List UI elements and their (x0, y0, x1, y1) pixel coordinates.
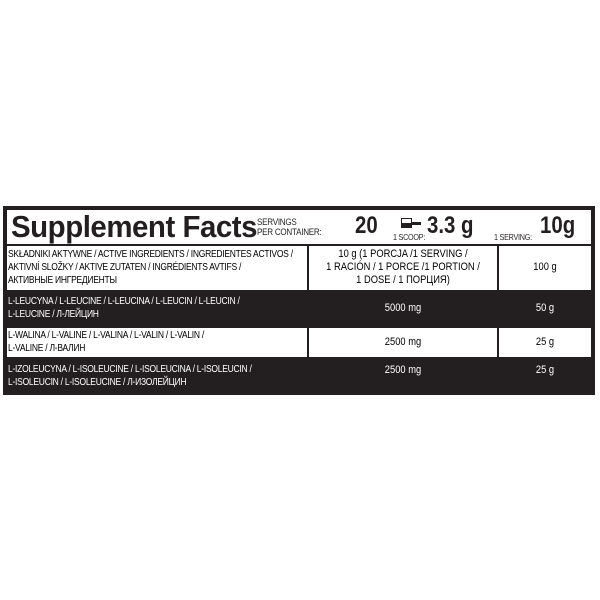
per-serving-value: 2500 mg (384, 364, 422, 376)
ingredient-name: L-IZOLEUCYNA / L-ISOLEUCINE / L-ISOLEUCI… (8, 364, 252, 375)
per-100g-header-text: 100 g (533, 261, 557, 273)
per-serving-header: 10 g (1 PORCJA /1 SERVING / 1 RACIÓN / 1… (309, 246, 497, 290)
per-serving-cell: 2500 mg (309, 328, 497, 357)
servings-label: SERVINGS (257, 217, 297, 228)
per-serving-value: 2500 mg (384, 336, 422, 348)
per-100g-value: 50 g (535, 302, 555, 314)
per-serving-header-line: 1 DOSE / 1 ПОРЦИЯ) (356, 274, 450, 286)
table-title: Supplement Facts (11, 209, 258, 244)
supplement-facts-table: Supplement Facts SERVINGS PER CONTAINER:… (3, 206, 595, 395)
serving-value: 10g (540, 212, 576, 239)
servings-label-2: PER CONTAINER: (257, 227, 322, 238)
ingredients-header-line: AKTIVNÍ SLOŽKY / AKTIVE ZUTATEN / INGRÉD… (8, 262, 242, 273)
ingredient-name: L-LEUCYNA / L-LEUCINE / L-LEUCINA / L-LE… (8, 296, 240, 307)
per-serving-header-line: 10 g (1 PORCJA /1 SERVING / (338, 248, 468, 260)
ingredient-name: L-VALINE / Л-ВАЛИН (8, 343, 86, 354)
scoop-label: 1 SCOOP: (393, 232, 426, 242)
scoop-value: 3.3 g (427, 212, 474, 239)
per-100g-value: 25 g (535, 336, 555, 348)
ingredient-cell: L-WALINA / L-VALINE / L-VALINA / L-VALIN… (7, 328, 307, 357)
per-100g-cell: 25 g (499, 328, 591, 357)
per-100g-value: 25 g (535, 364, 555, 376)
per-serving-value: 5000 mg (384, 302, 422, 314)
ingredient-name: L-WALINA / L-VALINE / L-VALINA / L-VALIN… (8, 330, 205, 341)
ingredient-name: L-ISOLEUCIN / L-ISOLEUCINE / Л-ИЗОЛЕЙЦИН (8, 377, 187, 388)
servings-value: 20 (355, 212, 378, 239)
per-100g-header: 100 g (499, 246, 591, 290)
ingredients-header-line: АКТИВНЫЕ ИНГРЕДИЕНТЫ (8, 275, 117, 286)
ingredient-name: L-LEUCINE / Л-ЛЕЙЦИН (8, 309, 99, 320)
per-serving-header-line: 1 RACIÓN / 1 PORCE /1 PORTION / (326, 261, 480, 273)
ingredients-header: SKŁADNIKI AKTYWNE / ACTIVE INGREDIENTS /… (7, 246, 307, 290)
scoop-icon (401, 218, 421, 228)
serving-label: 1 SERVING: (494, 232, 532, 242)
table-header: Supplement Facts SERVINGS PER CONTAINER:… (7, 210, 591, 244)
ingredients-header-line: SKŁADNIKI AKTYWNE / ACTIVE INGREDIENTS /… (8, 249, 293, 260)
